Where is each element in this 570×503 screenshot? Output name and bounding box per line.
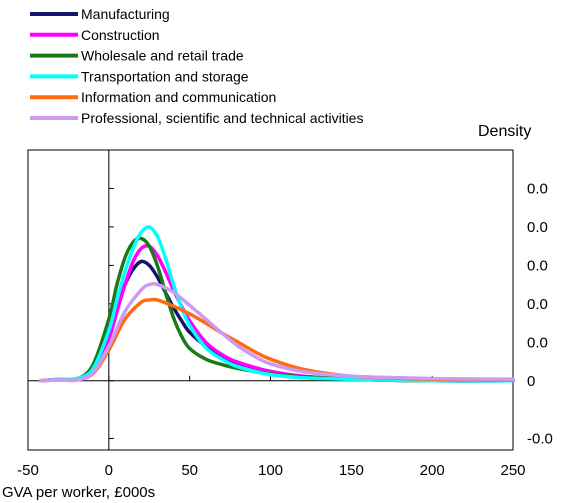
legend: Manufacturing Construction Wholesale and r… (30, 6, 363, 126)
legend-label: Construction (81, 27, 160, 43)
x-axis-title: GVA per worker, £000s (2, 484, 155, 501)
y-tick-label: 0.0 (527, 257, 548, 274)
legend-label: Wholesale and retail trade (81, 48, 244, 64)
y-tick-label: 0.0 (527, 180, 548, 197)
series-lines (39, 225, 515, 383)
legend-label: Information and communication (81, 89, 276, 105)
axes (28, 150, 513, 450)
legend-label: Transportation and storage (81, 68, 249, 84)
series-line-professional-scientific-and-technical-activities (39, 282, 515, 383)
x-tick-label: 150 (339, 462, 364, 479)
legend-label: Professional, scientific and technical a… (81, 110, 363, 126)
y-tick-label: 0.0 (527, 296, 548, 313)
x-tick-label: 200 (420, 462, 445, 479)
y-tick-label: 0 (527, 373, 535, 390)
y-tick-labels: -0.0 0 0.0 0.0 0.0 0.0 0.0 (527, 180, 553, 447)
y-tick-label: 0.0 (527, 219, 548, 236)
y-tick-label: -0.0 (527, 430, 553, 447)
x-tick-label: 50 (181, 462, 198, 479)
x-tick-label: 0 (105, 462, 113, 479)
y-tick-label: 0.0 (527, 334, 548, 351)
x-tick-label: 250 (500, 462, 525, 479)
x-tick-label: -50 (17, 462, 39, 479)
plot-area-frame (27, 149, 514, 451)
x-tick-labels: -50 0 50 100 150 200 250 (17, 462, 525, 479)
y-axis-title: Density (478, 123, 531, 140)
x-tick-label: 100 (258, 462, 283, 479)
series-line-wholesale-and-retail-trade (39, 236, 515, 383)
legend-label: Manufacturing (81, 6, 170, 22)
series-line-transportation-and-storage (39, 225, 515, 383)
